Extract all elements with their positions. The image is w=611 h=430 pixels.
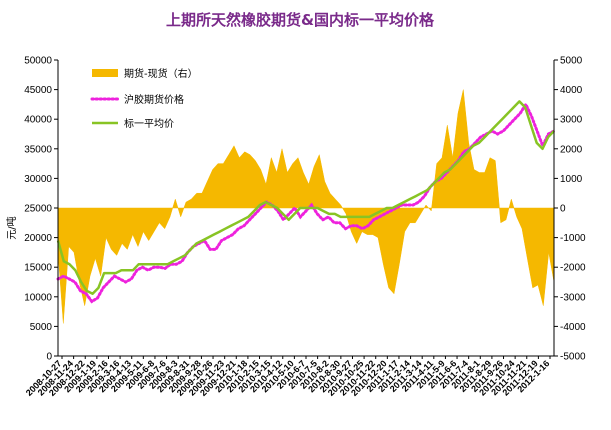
plot-area	[56, 89, 556, 324]
left-tick-label: 45000	[24, 85, 52, 96]
spread-area	[57, 89, 555, 324]
right-tick-label: -3000	[560, 292, 586, 303]
left-tick-label: 0	[46, 352, 52, 363]
chart-title: 上期所天然橡胶期货&国内标一平均价格	[166, 11, 435, 29]
y-axis-label: 元/吨	[5, 216, 18, 239]
right-tick-label: 5000	[560, 56, 583, 67]
spot-price-line	[56, 100, 555, 296]
right-tick-label: 1000	[560, 174, 583, 185]
legend-label: 沪胶期货价格	[124, 93, 184, 106]
left-tick-label: 15000	[24, 263, 52, 274]
legend-label: 期货-现货（右）	[124, 67, 198, 80]
left-tick-label: 5000	[30, 322, 53, 333]
left-tick-label: 10000	[24, 292, 52, 303]
left-tick-label: 50000	[24, 56, 52, 67]
right-tick-label: -5000	[560, 352, 586, 363]
left-tick-label: 25000	[24, 204, 52, 215]
right-tick-label: 4000	[560, 85, 583, 96]
axes: 0500010000150002000025000300003500040000…	[24, 56, 586, 398]
left-tick-label: 30000	[24, 174, 52, 185]
right-tick-label: -4000	[560, 322, 586, 333]
left-tick-label: 35000	[24, 144, 52, 155]
legend-label: 标一平均价	[124, 118, 174, 130]
left-tick-label: 40000	[24, 115, 52, 126]
left-tick-label: 20000	[24, 233, 52, 244]
right-tick-label: -1000	[560, 233, 586, 244]
right-tick-label: -2000	[560, 263, 586, 274]
right-tick-label: 2000	[560, 144, 583, 155]
legend-swatch-spread	[92, 69, 118, 77]
right-tick-label: 3000	[560, 115, 583, 126]
right-tick-label: 0	[560, 204, 566, 215]
